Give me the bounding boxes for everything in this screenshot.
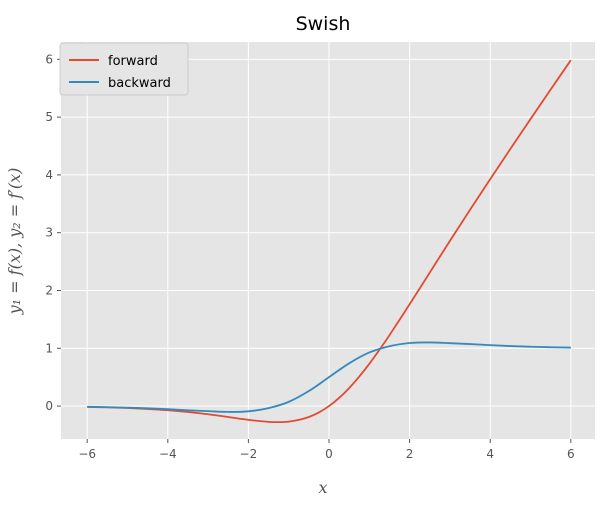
chart-title: Swish xyxy=(296,13,351,35)
x-tick-label: −4 xyxy=(159,447,177,461)
y-tick-label: 5 xyxy=(45,110,53,124)
series-line-forward xyxy=(87,59,572,424)
y-tick-label: 3 xyxy=(45,226,53,240)
x-tick-label: 2 xyxy=(406,447,414,461)
legend-label-backward: backward xyxy=(108,76,171,91)
x-tick-label: 0 xyxy=(325,447,333,461)
y-tick-label: 2 xyxy=(45,283,53,297)
y-axis-label: y₁ = f(x), y₂ = f′(x) xyxy=(5,168,24,316)
legend: forward backward xyxy=(59,42,189,96)
x-ticks: −6 −4 −2 0 2 4 6 xyxy=(78,439,575,461)
y-tick-label: 4 xyxy=(45,168,53,182)
legend-label-forward: forward xyxy=(108,54,158,69)
y-tick-label: 1 xyxy=(45,341,53,355)
x-tick-label: −2 xyxy=(240,447,258,461)
y-tick-label: 0 xyxy=(45,399,53,413)
x-tick-label: 4 xyxy=(486,447,494,461)
series-layer xyxy=(87,59,572,424)
series-line-backward xyxy=(87,341,571,413)
y-ticks: 0 1 2 3 4 5 6 xyxy=(45,52,61,413)
y-tick-label: 6 xyxy=(45,52,53,66)
x-tick-label: −6 xyxy=(78,447,96,461)
grid xyxy=(61,42,595,439)
x-tick-label: 6 xyxy=(567,447,575,461)
x-axis-label: x xyxy=(318,478,327,497)
plot-background xyxy=(61,42,595,439)
